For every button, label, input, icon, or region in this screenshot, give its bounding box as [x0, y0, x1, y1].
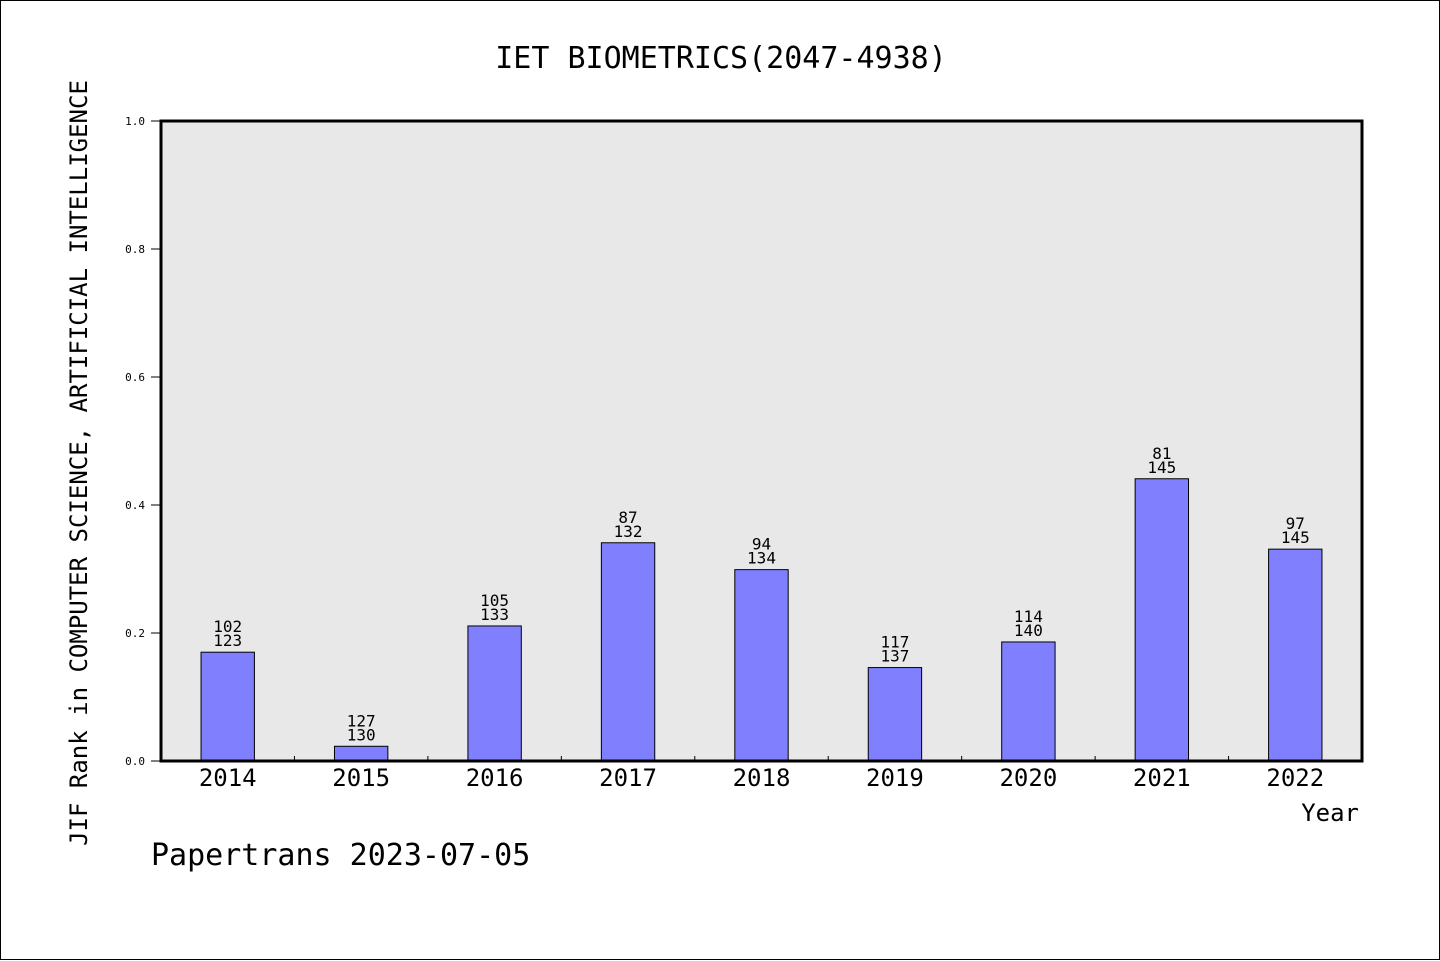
- bar-2015: [333, 745, 389, 762]
- y-tick-label: 0.8: [125, 243, 145, 256]
- bar-total-label: 132: [614, 522, 643, 541]
- x-tick-label: 2019: [866, 764, 924, 792]
- bar-rank-label: 87: [618, 508, 637, 527]
- y-tick-label: 0.0: [125, 755, 145, 768]
- watermark-text: Papertrans 2023-07-05: [151, 838, 530, 873]
- bar-2021: [1134, 478, 1190, 762]
- bar-rank-label: 117: [880, 633, 909, 652]
- x-axis-label: Year: [1301, 799, 1359, 827]
- bar-2020: [1001, 641, 1056, 762]
- y-tick-label: 1.0: [125, 115, 145, 128]
- ticks-group: 2014 2015 2016 2017 2018 2019 2020 2021 2022 0.0 0…: [125, 115, 1324, 792]
- plot-border: [159, 119, 1364, 763]
- y-axis-label: JIF Rank in COMPUTER SCIENCE, ARTIFICIAL…: [65, 80, 93, 846]
- bar-rank-label: 102: [213, 617, 242, 636]
- y-tick-label: 0.6: [125, 371, 145, 384]
- bar-rank-label: 81: [1152, 444, 1171, 463]
- bar-total-label: 145: [1281, 528, 1310, 547]
- x-tick-label: 2015: [332, 764, 390, 792]
- x-tick-label: 2017: [599, 764, 657, 792]
- bar-total-label: 123: [213, 631, 242, 650]
- bar-total-label: 140: [1014, 621, 1043, 640]
- bar-2018: [734, 569, 789, 762]
- x-tick-label: 2020: [999, 764, 1057, 792]
- x-tick-label: 2014: [199, 764, 257, 792]
- bar-total-label: 134: [747, 549, 776, 568]
- x-tick-label: 2018: [733, 764, 791, 792]
- x-tick-label: 2016: [466, 764, 524, 792]
- bar-total-label: 130: [347, 725, 376, 744]
- bar-2014: [200, 651, 255, 762]
- bar-rank-label: 114: [1014, 607, 1043, 626]
- bar-rank-label: 97: [1286, 514, 1305, 533]
- bar-rank-label: 127: [347, 711, 376, 730]
- x-tick-label: 2021: [1133, 764, 1191, 792]
- bar-rank-label: 105: [480, 591, 509, 610]
- bar-total-label: 145: [1147, 458, 1176, 477]
- bar-total-label: 137: [880, 647, 909, 666]
- x-tick-label: 2022: [1266, 764, 1324, 792]
- bar-2017: [600, 542, 656, 762]
- y-tick-label: 0.4: [125, 499, 145, 512]
- bar-2022: [1268, 548, 1323, 762]
- bar-2016: [467, 625, 522, 762]
- y-tick-label: 0.2: [125, 627, 145, 640]
- bar-total-label: 133: [480, 605, 509, 624]
- chart-title: IET BIOMETRICS(2047-4938): [495, 41, 947, 76]
- bar-2019: [867, 667, 923, 762]
- bar-rank-label: 94: [752, 535, 771, 554]
